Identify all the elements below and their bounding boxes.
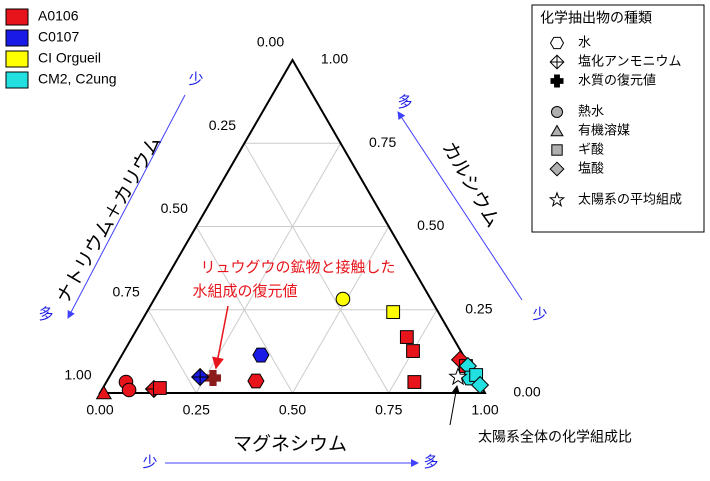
marker bbox=[190, 367, 210, 387]
tick-label: 0.00 bbox=[513, 384, 540, 400]
legend-label: 太陽系の平均組成 bbox=[578, 191, 682, 206]
marker bbox=[252, 347, 270, 363]
tick-label: 0.00 bbox=[257, 34, 284, 50]
grid-line bbox=[195, 226, 293, 394]
marker bbox=[550, 105, 564, 119]
marker-part bbox=[386, 305, 401, 319]
legend-label: C0107 bbox=[38, 29, 79, 45]
marker-part bbox=[551, 144, 563, 156]
legend-swatch bbox=[5, 8, 29, 26]
legend-label: A0106 bbox=[38, 8, 79, 24]
marker-part bbox=[247, 373, 265, 389]
triangle-frame bbox=[98, 58, 487, 394]
legend-swatch bbox=[5, 71, 29, 89]
annotation: リュウグウの鉱物と接触した bbox=[200, 258, 395, 276]
marker-part bbox=[399, 330, 414, 344]
marker bbox=[407, 375, 422, 389]
left-axis-title: ナトリウム＋カリウム bbox=[53, 132, 166, 307]
marker bbox=[470, 375, 490, 395]
legend-title: 化学抽出物の種類 bbox=[540, 10, 652, 26]
legend-label: 有機溶媒 bbox=[578, 122, 630, 137]
direction-label: 多 bbox=[397, 94, 412, 111]
grid-line bbox=[195, 142, 342, 394]
tick-label: 1.00 bbox=[321, 51, 348, 67]
marker-part bbox=[152, 381, 167, 395]
legend-label: 塩酸 bbox=[578, 160, 604, 175]
tick-label: 0.00 bbox=[86, 402, 113, 418]
marker-part bbox=[252, 347, 270, 363]
direction-label: 少 bbox=[188, 71, 203, 88]
marker-part bbox=[121, 382, 137, 398]
tick-label: 0.25 bbox=[465, 300, 492, 316]
annotation-arrow bbox=[449, 385, 460, 426]
marker bbox=[549, 54, 565, 70]
direction-label: 少 bbox=[142, 454, 157, 471]
grid-line bbox=[147, 309, 197, 394]
marker bbox=[406, 344, 420, 358]
marker bbox=[247, 373, 265, 389]
tick-label: 0.75 bbox=[375, 402, 402, 418]
direction-label: 多 bbox=[423, 454, 438, 471]
marker bbox=[448, 366, 468, 386]
marker bbox=[121, 382, 137, 398]
direction-label: 多 bbox=[38, 306, 53, 323]
direction-arrow bbox=[67, 94, 186, 319]
grid-line bbox=[243, 142, 390, 394]
marker bbox=[550, 74, 564, 88]
tick-label: 0.75 bbox=[113, 283, 140, 299]
legend-label: CI Orgueil bbox=[38, 50, 101, 66]
marker-part bbox=[550, 74, 564, 88]
marker-part bbox=[407, 375, 422, 389]
annotation-arrow bbox=[212, 305, 229, 370]
annotation: 太陽系全体の化学組成比 bbox=[478, 429, 632, 445]
marker-part bbox=[550, 124, 564, 137]
marker bbox=[95, 385, 112, 400]
tick-label: 1.00 bbox=[471, 402, 498, 418]
marker-part bbox=[406, 344, 420, 358]
marker-part bbox=[549, 36, 565, 50]
marker bbox=[386, 305, 401, 319]
annotation: 水組成の復元値 bbox=[192, 283, 297, 300]
marker bbox=[549, 36, 565, 50]
marker-part bbox=[550, 105, 564, 119]
bottom-axis-title: マグネシウム bbox=[233, 433, 347, 455]
legend-label: 水質の復元値 bbox=[578, 72, 656, 87]
legend-label: ギ酸 bbox=[578, 141, 604, 156]
right-axis-title: カルシウム bbox=[438, 138, 504, 231]
tick-label: 0.25 bbox=[209, 117, 236, 133]
legend-label: 塩化アンモニウム bbox=[578, 53, 681, 68]
marker-part bbox=[470, 375, 490, 395]
marker bbox=[335, 291, 351, 307]
tick-label: 0.75 bbox=[369, 134, 396, 150]
marker bbox=[399, 330, 414, 344]
marker bbox=[548, 191, 566, 208]
marker bbox=[152, 381, 167, 395]
marker-part bbox=[448, 366, 468, 386]
marker bbox=[551, 144, 563, 156]
marker-part bbox=[204, 370, 221, 387]
tick-label: 0.50 bbox=[161, 200, 188, 216]
legend-label: 水 bbox=[578, 34, 591, 49]
legend-swatch bbox=[5, 29, 29, 47]
tick-label: 1.00 bbox=[64, 367, 91, 383]
direction-arrow bbox=[397, 111, 523, 301]
marker bbox=[550, 124, 564, 137]
legend-label: 熱水 bbox=[578, 103, 604, 118]
tick-label: 0.50 bbox=[417, 217, 444, 233]
marker-part bbox=[95, 385, 112, 400]
marker-part bbox=[549, 161, 565, 177]
legend-label: CM2, C2ung bbox=[38, 71, 117, 87]
marker-part bbox=[335, 291, 351, 307]
tick-label: 0.25 bbox=[183, 402, 210, 418]
marker-part bbox=[548, 191, 566, 208]
marker bbox=[549, 161, 565, 177]
tick-label: 0.50 bbox=[279, 402, 306, 418]
legend-swatch bbox=[5, 50, 29, 68]
marker bbox=[204, 370, 221, 387]
direction-label: 少 bbox=[532, 306, 547, 323]
